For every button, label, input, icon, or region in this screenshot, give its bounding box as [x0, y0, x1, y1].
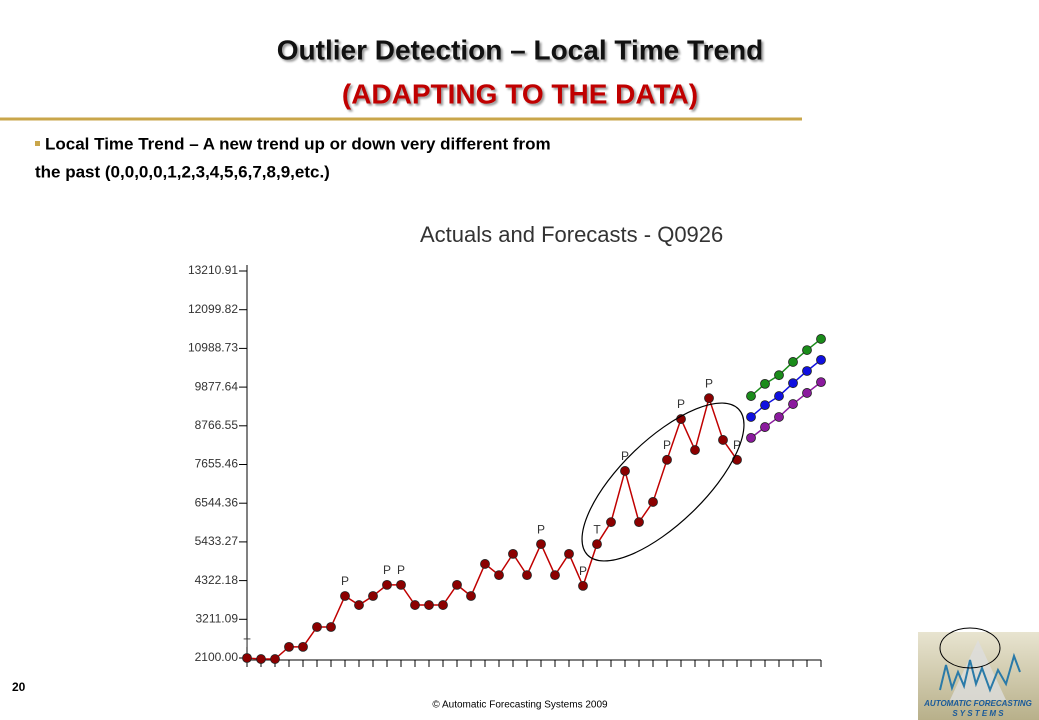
point-label: P: [397, 563, 405, 577]
data-point: [732, 454, 742, 465]
data-point: [774, 391, 784, 401]
bullet-text: the past (0,0,0,0,1,2,3,4,5,6,7,8,9,etc.…: [35, 162, 330, 181]
data-point: [508, 548, 518, 559]
y-tick-label: 6544.36: [195, 495, 239, 509]
data-point: [746, 391, 756, 401]
data-point: [760, 400, 770, 411]
data-point: [368, 591, 378, 601]
point-label: P: [341, 574, 349, 588]
data-point: [536, 539, 546, 550]
data-point: [760, 378, 770, 389]
plot: 2100.00 3211.09 4322.18 5433.27 6544.36 7655.…: [188, 263, 826, 667]
logo-ellipse: [939, 627, 1001, 669]
data-point: [746, 432, 756, 443]
data-point: [816, 354, 826, 365]
data-point: [774, 412, 784, 422]
data-point: [270, 654, 280, 664]
data-point: [634, 517, 644, 528]
bullet-text: Local Time Trend – A new trend up or dow…: [45, 134, 551, 153]
data-point: [382, 579, 392, 590]
point-label: P: [383, 563, 391, 577]
data-point: [788, 357, 798, 367]
data-point: [802, 366, 812, 376]
y-tick-label: 7655.46: [195, 457, 239, 471]
point-label: P: [705, 376, 713, 390]
point-label: P: [677, 397, 685, 411]
data-point: [396, 579, 406, 590]
data-point: [802, 388, 812, 398]
point-label: P: [579, 564, 587, 578]
data-point: [774, 370, 784, 381]
data-point: [788, 378, 798, 389]
point-label: P: [663, 438, 671, 452]
data-point: [354, 600, 364, 610]
data-point: [242, 653, 252, 663]
data-point: [256, 654, 266, 664]
y-tick-label: 5433.27: [195, 534, 239, 548]
data-point: [424, 600, 434, 610]
data-point: [550, 570, 560, 581]
chart-title: Actuals and Forecasts - Q0926: [420, 222, 723, 247]
data-point: [662, 454, 672, 465]
point-label: P: [733, 438, 741, 452]
data-point: [690, 445, 700, 455]
data-point: [746, 412, 756, 422]
data-point: [704, 393, 714, 404]
y-tick-label: 8766.55: [195, 418, 239, 432]
logo-text: AUTOMATIC FORECASTING: [923, 699, 1032, 708]
data-point: [788, 399, 798, 409]
logo-text: S Y S T E M S: [952, 709, 1004, 718]
data-point: [816, 334, 826, 344]
point-label: T: [243, 636, 251, 650]
data-point: [410, 600, 420, 610]
y-tick-label: 10988.73: [188, 341, 238, 355]
data-point: [564, 548, 574, 559]
data-point: [620, 466, 630, 476]
point-label: P: [621, 449, 629, 463]
data-point: [802, 345, 812, 355]
data-point: [648, 497, 658, 507]
logo: AUTOMATIC FORECASTING S Y S T E M S: [918, 627, 1039, 720]
y-tick-label: 12099.82: [188, 302, 238, 316]
point-label: P: [537, 522, 545, 536]
data-point: [438, 600, 448, 610]
page-number: 20: [12, 680, 26, 694]
data-point: [578, 581, 588, 591]
slide-title: Outlier Detection – Local Time Trend: [277, 34, 764, 65]
bullet-marker: [35, 141, 40, 146]
highlight-ellipse: [581, 402, 745, 562]
footer: © Automatic Forecasting Systems 2009: [432, 700, 608, 711]
data-point: [760, 422, 770, 432]
data-point: [718, 435, 728, 445]
logo-line: [939, 652, 1021, 693]
data-point: [816, 377, 826, 388]
y-tick-label: 3211.09: [196, 611, 239, 625]
data-point: [298, 641, 308, 652]
data-point: [452, 579, 462, 590]
data-point: [340, 591, 350, 601]
data-point: [480, 559, 490, 569]
data-point: [606, 517, 616, 528]
data-point: [466, 591, 476, 601]
data-point: [326, 622, 336, 632]
data-point: [494, 570, 504, 581]
point-label: T: [593, 522, 601, 536]
data-point: [592, 539, 602, 550]
y-tick-label: 4322.18: [195, 573, 239, 587]
y-tick-label: 13210.91: [188, 263, 238, 277]
y-tick-label: 9877.64: [195, 379, 239, 393]
data-point: [522, 570, 532, 581]
data-point: [312, 622, 322, 632]
data-point: [284, 641, 294, 652]
y-tick-label: 2100.00: [195, 650, 239, 664]
slide-subtitle: (ADAPTING TO THE DATA): [342, 78, 698, 109]
